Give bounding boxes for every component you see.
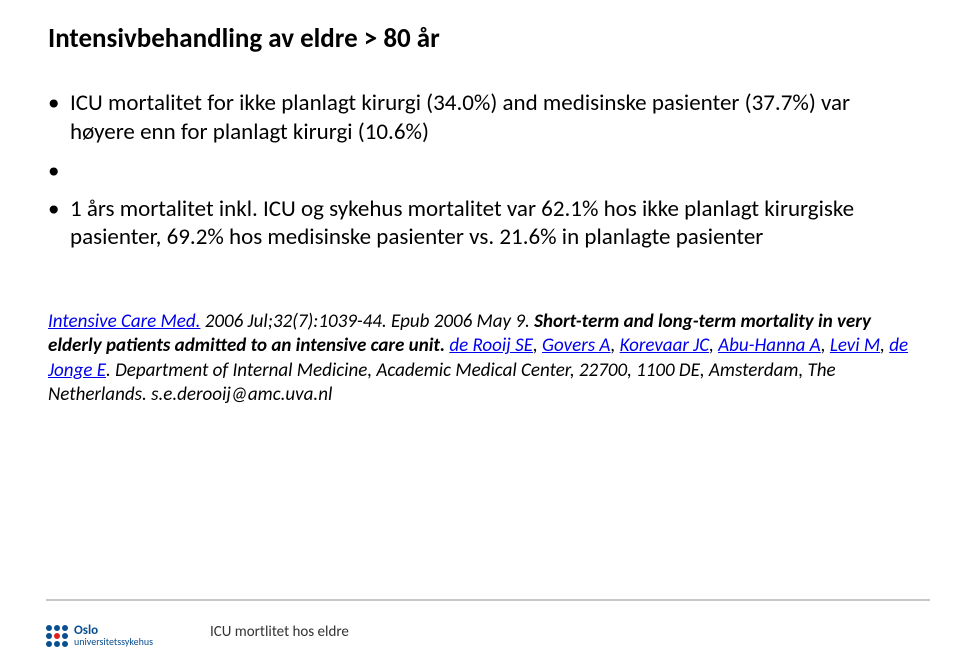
author-link[interactable]: Govers A [542, 334, 611, 357]
logo-line2: universitetssykehus [74, 637, 153, 647]
logo-text: Oslo universitetssykehus [74, 624, 153, 647]
author-link[interactable]: Levi M [830, 334, 880, 357]
journal-link[interactable]: Intensive Care Med. [48, 310, 200, 333]
bullet-item: 1 års mortalitet inkl. ICU og sykehus mo… [48, 195, 912, 253]
sep: , [709, 334, 718, 357]
slide: Intensivbehandling av eldre > 80 år ICU … [0, 0, 960, 661]
author-link[interactable]: Korevaar JC [620, 334, 709, 357]
citation-text: 2006 Jul;32(7):1039-44. Epub 2006 May 9. [200, 310, 534, 333]
affiliation-text: . Department of Internal Medicine, Acade… [48, 359, 836, 406]
slide-footer: Oslo universitetssykehus ICU mortlitet h… [0, 599, 960, 647]
page-title: Intensivbehandling av eldre > 80 år [48, 22, 912, 55]
footer-title: ICU mortlitet hos eldre [210, 623, 349, 641]
bullet-list: ICU mortalitet for ikke planlagt kirurgi… [48, 89, 912, 252]
sep: , [821, 334, 830, 357]
bullet-item: ICU mortalitet for ikke planlagt kirurgi… [48, 89, 912, 147]
sep: , [611, 334, 620, 357]
sep: , [533, 334, 542, 357]
spacer [48, 157, 912, 185]
reference-citation: Intensive Care Med. 2006 Jul;32(7):1039-… [48, 310, 912, 407]
author-link[interactable]: de Rooij SE [449, 334, 533, 357]
footer-logo: Oslo universitetssykehus [46, 624, 153, 647]
footer-divider [46, 599, 930, 601]
sep: , [880, 334, 889, 357]
author-link[interactable]: Abu-Hanna A [718, 334, 821, 357]
logo-icon [46, 625, 68, 647]
